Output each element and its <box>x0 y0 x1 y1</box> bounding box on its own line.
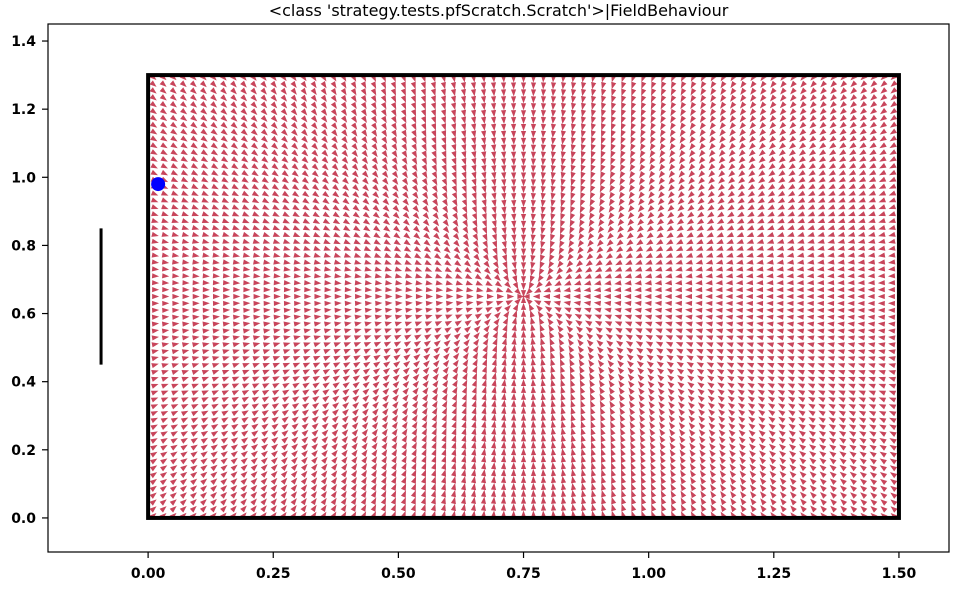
xtick-label: 0.50 <box>381 566 416 582</box>
plot-title: <class 'strategy.tests.pfScratch.Scratch… <box>269 1 729 20</box>
agent-marker <box>151 177 165 191</box>
ytick-label: 0.6 <box>11 307 36 323</box>
ytick-label: 1.0 <box>11 170 36 186</box>
ytick-label: 0.4 <box>11 375 36 391</box>
xtick-label: 0.25 <box>256 566 291 582</box>
figure-container: 0.00 0.25 0.50 0.75 1.00 1.25 1.50 0.0 0.2 0.4 0.6… <box>0 0 961 595</box>
plot-svg: 0.00 0.25 0.50 0.75 1.00 1.25 1.50 0.0 0.2 0.4 0.6… <box>0 0 961 595</box>
ytick-label: 0.2 <box>11 443 36 459</box>
xtick-label: 1.25 <box>757 566 792 582</box>
xtick-label: 0.75 <box>506 566 541 582</box>
xtick-label: 1.00 <box>631 566 666 582</box>
ytick-label: 1.2 <box>11 102 36 118</box>
xtick-label: 1.50 <box>882 566 917 582</box>
ytick-label: 1.4 <box>11 34 36 50</box>
ytick-label: 0.0 <box>11 511 36 527</box>
xtick-label: 0.00 <box>131 566 166 582</box>
ytick-label: 0.8 <box>11 238 36 254</box>
